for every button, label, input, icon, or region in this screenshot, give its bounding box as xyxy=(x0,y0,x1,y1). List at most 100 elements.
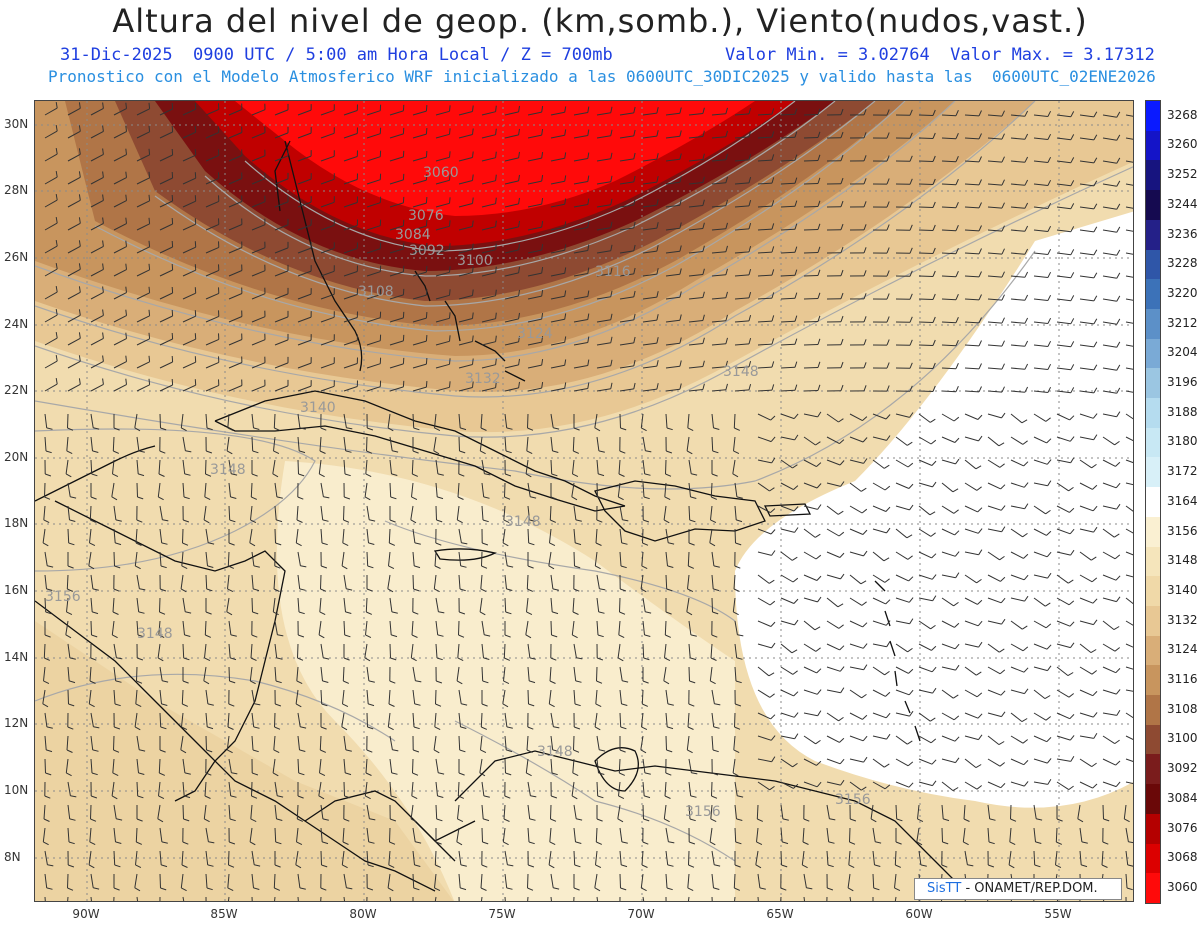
wind-barb-staff xyxy=(366,827,370,842)
wind-barb-staff xyxy=(113,735,115,751)
wind-barb-staff xyxy=(412,271,427,277)
wind-barb-flag xyxy=(425,151,428,158)
wind-barb-flag xyxy=(495,358,497,365)
wind-barb-flag xyxy=(227,726,234,730)
wind-barb-staff xyxy=(571,620,575,635)
wind-barb-staff xyxy=(734,528,736,544)
wind-barb-staff xyxy=(849,666,864,671)
wind-barb-flag xyxy=(102,125,104,132)
colorbar-label: 3124 xyxy=(1167,642,1198,657)
wind-barb-flag xyxy=(253,588,260,592)
wind-barb-staff xyxy=(964,850,968,865)
wind-barb-staff xyxy=(44,268,58,277)
wind-barb-flag xyxy=(597,795,604,799)
wind-barb-staff xyxy=(228,178,243,185)
wind-barb-staff xyxy=(941,620,955,628)
wind-barb-flag xyxy=(148,309,151,316)
wind-barb-staff xyxy=(412,386,427,392)
wind-barb-flag xyxy=(679,268,682,275)
wind-barb-staff xyxy=(251,362,266,369)
wind-barb-staff xyxy=(273,574,276,590)
wind-barb-staff xyxy=(135,827,138,843)
wind-barb-staff xyxy=(343,225,358,231)
wind-barb-flag xyxy=(610,313,613,320)
wind-barb-flag xyxy=(437,473,444,476)
wind-barb-staff xyxy=(504,574,507,589)
wind-barb-flag xyxy=(574,726,581,730)
wind-barb-flag xyxy=(389,542,395,546)
wind-barb-staff xyxy=(111,482,115,497)
wind-barb-staff xyxy=(619,112,634,116)
wind-barb-staff xyxy=(320,362,335,369)
wind-barb-staff xyxy=(412,156,427,162)
wind-barb-staff xyxy=(918,344,934,346)
wind-barb-staff xyxy=(642,528,644,544)
wind-barb-flag xyxy=(346,588,353,591)
wind-barb-flag xyxy=(1047,179,1052,186)
wind-barb-flag xyxy=(541,290,544,297)
wind-barb-flag xyxy=(702,314,705,321)
wind-barb-staff xyxy=(780,551,793,561)
wind-barb-flag xyxy=(863,316,867,323)
wind-barb-flag xyxy=(391,772,398,775)
wind-barb-flag xyxy=(794,361,798,368)
wind-barb-staff xyxy=(918,850,922,865)
wind-barb-flag xyxy=(415,841,422,844)
wind-barb-staff xyxy=(272,459,276,474)
wind-barb-flag xyxy=(437,795,444,798)
wind-barb-staff xyxy=(734,827,737,843)
wind-barb-flag xyxy=(136,519,143,523)
wind-barb-staff xyxy=(1079,344,1094,348)
wind-barb-staff xyxy=(481,226,496,231)
wind-barb-staff xyxy=(1079,321,1094,325)
wind-barb-flag xyxy=(576,657,583,660)
wind-barb-staff xyxy=(458,180,473,185)
wind-barb-flag xyxy=(449,151,451,158)
wind-barb-flag xyxy=(1047,758,1052,764)
wind-barb-staff xyxy=(734,712,736,728)
wind-barb-flag xyxy=(770,415,776,421)
wind-barb-flag xyxy=(633,221,636,229)
wind-barb-staff xyxy=(687,873,690,888)
wind-barb-staff xyxy=(1125,758,1133,762)
wind-barb-staff xyxy=(1102,574,1117,581)
wind-barb-staff xyxy=(251,224,266,231)
wind-barb-flag xyxy=(907,555,913,560)
wind-barb-flag xyxy=(955,317,959,323)
wind-barb-staff xyxy=(1079,482,1093,490)
wind-barb-staff xyxy=(665,551,668,566)
wind-barb-staff xyxy=(733,574,736,590)
wind-barb-flag xyxy=(495,335,497,342)
wind-barb-staff xyxy=(320,850,322,866)
wind-barb-staff xyxy=(596,758,599,773)
wind-barb-flag xyxy=(955,340,959,346)
wind-barb-staff xyxy=(596,620,599,636)
wind-barb-staff xyxy=(342,666,345,682)
wind-barb-flag xyxy=(975,764,982,769)
wind-barb-staff xyxy=(297,270,312,277)
wind-barb-flag xyxy=(1069,436,1075,442)
colorbar-cell xyxy=(1146,635,1160,666)
wind-barb-staff xyxy=(366,436,368,452)
wind-barb-staff xyxy=(1079,505,1094,512)
wind-barb-flag xyxy=(134,726,141,731)
wind-barb-staff xyxy=(964,413,979,420)
wind-barb-staff xyxy=(228,293,243,300)
wind-barb-flag xyxy=(572,473,579,478)
wind-barb-flag xyxy=(203,519,210,524)
wind-barb-flag xyxy=(93,427,100,430)
wind-barb-flag xyxy=(55,355,58,362)
wind-barb-flag xyxy=(713,588,720,592)
wind-barb-flag xyxy=(863,224,867,231)
wind-barb-staff xyxy=(297,459,299,475)
wind-barb-flag xyxy=(885,691,891,697)
wind-barb-staff xyxy=(228,666,230,682)
wind-barb-staff xyxy=(274,505,277,520)
wind-barb-flag xyxy=(687,887,694,892)
lat-label: 18N xyxy=(4,516,29,530)
wind-barb-staff xyxy=(711,274,726,277)
wind-barb-flag xyxy=(456,841,463,846)
wind-barb-flag xyxy=(136,818,143,822)
wind-barb-staff xyxy=(548,689,552,704)
wind-barb-staff xyxy=(1010,712,1023,722)
